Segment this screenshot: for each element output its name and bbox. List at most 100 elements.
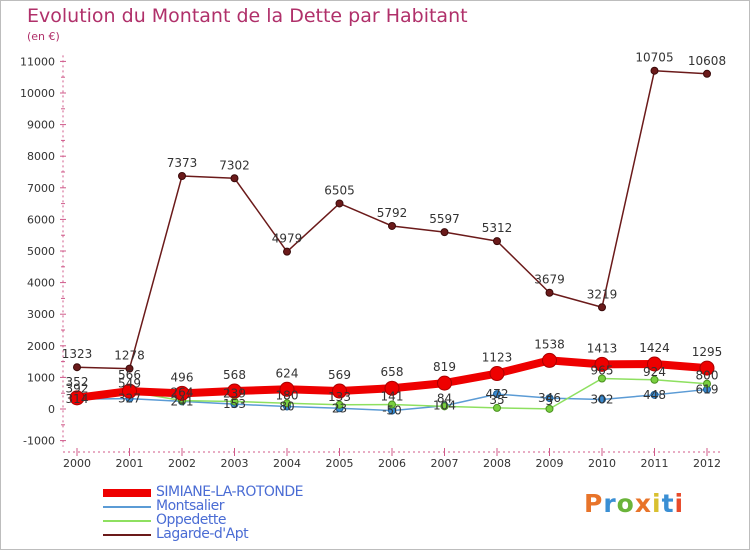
data-point-oppedette — [388, 400, 396, 409]
data-label-montsalier: 327 — [118, 392, 141, 406]
logo-letter: r — [603, 489, 617, 518]
data-label-simiane: 624 — [276, 366, 299, 380]
data-point-simiane — [437, 375, 452, 391]
axes: -1000 0 1000 2000 3000 4000 5000 6000 7000 8000 90… — [20, 55, 721, 470]
data-point-montsalier — [545, 394, 554, 403]
data-label-oppedette: 924 — [643, 365, 666, 379]
data-label-montsalier: 23 — [332, 401, 347, 415]
x-tick-label: 2003 — [221, 457, 249, 470]
data-point-lagarde — [230, 174, 239, 183]
data-label-montsalier: 346 — [538, 391, 561, 405]
x-tick-label: 2012 — [693, 457, 721, 470]
data-label-simiane: 1123 — [482, 351, 513, 365]
data-label-lagarde: 6505 — [324, 183, 355, 197]
data-label-lagarde: 7302 — [219, 158, 250, 172]
data-label-oppedette: 133 — [328, 390, 351, 404]
data-label-oppedette: 35 — [489, 393, 504, 407]
x-tick-label: 2001 — [116, 457, 144, 470]
series-layer — [69, 66, 715, 415]
legend-swatch-simiane — [103, 489, 151, 497]
data-label-simiane: 496 — [171, 370, 194, 384]
logo-letter: t — [661, 489, 675, 518]
data-point-simiane — [122, 383, 137, 399]
y-tick-label: 2000 — [27, 340, 55, 353]
data-point-lagarde — [335, 199, 344, 208]
data-label-simiane: 569 — [328, 368, 351, 382]
data-label-oppedette: 392 — [66, 382, 89, 396]
data-label-lagarde: 5792 — [377, 206, 408, 220]
data-label-simiane: 1538 — [534, 337, 565, 351]
legend-swatch-montsalier — [103, 506, 151, 508]
proxiti-logo: Proxiti — [584, 489, 684, 518]
data-label-simiane: 658 — [381, 365, 404, 379]
data-label-lagarde: 3219 — [587, 287, 618, 301]
y-tick-label: 3000 — [27, 308, 55, 321]
data-label-oppedette: 800 — [696, 369, 719, 383]
data-point-oppedette — [650, 375, 659, 384]
data-label-montsalier: -50 — [382, 404, 402, 418]
data-point-montsalier — [598, 395, 606, 404]
data-point-lagarde — [493, 237, 501, 246]
data-label-montsalier: 472 — [486, 387, 509, 401]
data-label-simiane: 1295 — [692, 345, 723, 359]
data-point-simiane — [594, 356, 610, 372]
x-tick-label: 2011 — [641, 457, 669, 470]
data-label-lagarde: 1323 — [62, 347, 93, 361]
x-tick-label: 2005 — [326, 457, 354, 470]
data-point-oppedette — [335, 400, 344, 409]
series-lagarde — [73, 66, 711, 373]
data-label-lagarde: 10608 — [688, 54, 726, 68]
y-tick-label: 6000 — [27, 213, 55, 226]
data-point-montsalier — [493, 390, 501, 399]
data-label-lagarde: 5597 — [429, 212, 460, 226]
x-tick-label: 2009 — [536, 457, 564, 470]
legend-label-oppedette: Oppedette — [156, 512, 227, 528]
x-tick-label: 2008 — [483, 457, 511, 470]
data-point-lagarde — [650, 66, 659, 75]
data-label-oppedette: 141 — [381, 390, 404, 404]
data-label-montsalier: 314 — [66, 392, 89, 406]
x-tick-label: 2000 — [63, 457, 91, 470]
data-point-simiane — [174, 385, 190, 401]
data-point-lagarde — [283, 247, 291, 256]
data-label-simiane: 1424 — [639, 341, 670, 355]
logo-letter: o — [616, 489, 635, 518]
data-point-simiane — [69, 390, 85, 406]
data-label-simiane: 819 — [433, 360, 456, 374]
chart-title: Evolution du Montant de la Dette par Hab… — [27, 5, 468, 27]
x-tick-label: 2007 — [431, 457, 459, 470]
data-point-oppedette — [493, 403, 501, 412]
logo-letter: P — [584, 489, 604, 518]
data-label-oppedette: 84 — [437, 391, 452, 405]
data-point-lagarde — [598, 303, 606, 312]
data-label-montsalier: 302 — [591, 392, 614, 406]
chart-unit: (en €) — [27, 30, 60, 43]
data-point-oppedette — [545, 404, 554, 413]
data-label-simiane: 1413 — [587, 341, 618, 355]
data-label-montsalier: 619 — [696, 382, 719, 396]
data-label-montsalier: 153 — [223, 397, 246, 411]
data-label-lagarde: 1278 — [114, 349, 145, 363]
legend-label-simiane: SIMIANE-LA-ROTONDE — [156, 484, 304, 500]
data-label-montsalier: 448 — [643, 388, 666, 402]
data-label-oppedette: 5 — [546, 394, 554, 408]
data-point-simiane — [227, 383, 242, 399]
series-simiane — [69, 352, 715, 406]
data-point-simiane — [542, 352, 557, 368]
data-point-oppedette — [703, 379, 711, 388]
legend-label-montsalier: Montsalier — [156, 498, 225, 514]
y-tick-label: 4000 — [27, 277, 55, 290]
data-label-oppedette: 264 — [171, 386, 194, 400]
data-label-oppedette: 965 — [591, 364, 614, 378]
logo-letter: i — [652, 489, 662, 518]
data-point-oppedette — [283, 399, 291, 408]
data-label-montsalier: 241 — [171, 394, 194, 408]
data-point-lagarde — [388, 221, 396, 230]
data-label-simiane: 566 — [118, 368, 141, 382]
data-point-lagarde — [440, 228, 449, 237]
y-tick-label: 7000 — [27, 182, 55, 195]
legend-swatch-oppedette — [103, 520, 151, 522]
x-tick-label: 2002 — [168, 457, 196, 470]
